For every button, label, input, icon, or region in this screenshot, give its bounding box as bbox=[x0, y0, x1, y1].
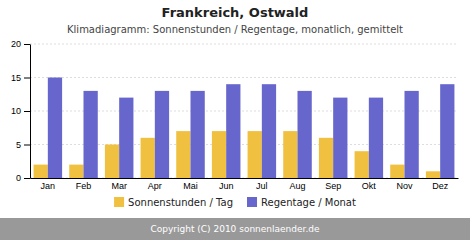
bar bbox=[141, 138, 155, 178]
y-tick-label: 0 bbox=[16, 173, 21, 183]
bar bbox=[369, 98, 383, 178]
x-tick: Mai bbox=[183, 181, 198, 191]
bar bbox=[34, 165, 48, 178]
x-tick: Jul bbox=[256, 181, 268, 191]
x-tick: Nov bbox=[396, 181, 413, 191]
legend-label: Sonnenstunden / Tag bbox=[128, 197, 233, 208]
grid-line bbox=[30, 44, 458, 45]
x-tick: Dez bbox=[432, 181, 449, 191]
legend-item: Regentage / Monat bbox=[247, 197, 356, 208]
legend-swatch bbox=[114, 197, 124, 207]
bar bbox=[119, 98, 133, 178]
bar bbox=[355, 151, 369, 178]
y-tick: 10 bbox=[11, 106, 30, 116]
y-tick: 20 bbox=[11, 39, 30, 49]
x-axis-line bbox=[31, 178, 459, 179]
bar bbox=[226, 84, 240, 178]
bar bbox=[105, 145, 119, 179]
y-tick-mark bbox=[24, 145, 30, 146]
x-tick-label: Mar bbox=[111, 181, 127, 191]
legend: Sonnenstunden / Tag Regentage / Monat bbox=[114, 197, 356, 208]
x-tick: Jan bbox=[41, 181, 56, 191]
x-tick-label: Nov bbox=[396, 181, 413, 191]
x-tick: Apr bbox=[148, 181, 162, 191]
x-tick-label: Aug bbox=[289, 181, 305, 191]
x-tick-label: Mai bbox=[183, 181, 198, 191]
y-tick: 15 bbox=[11, 73, 30, 83]
x-tick-label: Jul bbox=[256, 181, 268, 191]
legend-swatch bbox=[247, 197, 257, 207]
bar bbox=[176, 131, 190, 178]
y-tick-mark bbox=[24, 44, 30, 45]
x-tick: Okt bbox=[362, 181, 377, 191]
bar bbox=[283, 131, 297, 178]
x-tick-label: Feb bbox=[76, 181, 92, 191]
y-axis: 0 5 10 15 20 bbox=[11, 39, 31, 183]
chart: Frankreich, Ostwald Klimadiagramm: Sonnen… bbox=[0, 0, 470, 240]
plot: 0 5 10 15 20 Jan Feb Mar Apr Mai Jun Jul Aug Sep Okt No… bbox=[11, 39, 459, 191]
bar bbox=[155, 91, 169, 178]
y-tick-mark bbox=[24, 111, 30, 112]
legend-label: Regentage / Monat bbox=[261, 197, 356, 208]
x-tick: Jun bbox=[219, 181, 234, 191]
y-tick: 0 bbox=[16, 173, 30, 183]
y-axis-line bbox=[30, 45, 31, 179]
bar bbox=[298, 91, 312, 178]
y-tick-label: 20 bbox=[11, 39, 21, 49]
x-tick: Mar bbox=[111, 181, 127, 191]
y-tick-mark bbox=[24, 178, 30, 179]
bar bbox=[390, 165, 404, 178]
bar bbox=[405, 91, 419, 178]
grid-line bbox=[30, 77, 458, 78]
bar bbox=[84, 91, 98, 178]
x-axis: Jan Feb Mar Apr Mai Jun Jul Aug Sep Okt Nov Dez bbox=[31, 179, 459, 192]
bar bbox=[212, 131, 226, 178]
bar bbox=[319, 138, 333, 178]
bar bbox=[69, 165, 83, 178]
title: Frankreich, Ostwald bbox=[162, 5, 309, 20]
x-tick-label: Sep bbox=[325, 181, 341, 191]
footer: Copyright (C) 2010 sonnenlaender.de bbox=[0, 218, 470, 240]
x-tick: Aug bbox=[289, 181, 305, 191]
bar bbox=[440, 84, 454, 178]
grid bbox=[30, 44, 458, 178]
x-tick-label: Dez bbox=[432, 181, 449, 191]
subtitle: Klimadiagramm: Sonnenstunden / Regentage… bbox=[67, 24, 403, 35]
y-tick-label: 5 bbox=[16, 140, 21, 150]
x-tick-label: Okt bbox=[362, 181, 377, 191]
y-tick-mark bbox=[24, 78, 30, 79]
bar bbox=[248, 131, 262, 178]
annotation: Copyright (C) 2010 sonnenlaender.de bbox=[150, 224, 320, 234]
x-tick: Feb bbox=[76, 181, 92, 191]
bar bbox=[426, 171, 440, 178]
x-tick: Sep bbox=[325, 181, 341, 191]
bar bbox=[191, 91, 205, 178]
bar bbox=[262, 84, 276, 178]
y-tick: 5 bbox=[16, 140, 30, 150]
y-tick-label: 10 bbox=[11, 106, 21, 116]
x-tick-label: Apr bbox=[148, 181, 162, 191]
footer-bar bbox=[0, 218, 470, 240]
x-tick-label: Jan bbox=[41, 181, 56, 191]
bar bbox=[48, 78, 62, 179]
bars bbox=[34, 78, 455, 179]
legend-item: Sonnenstunden / Tag bbox=[114, 197, 233, 208]
y-tick-label: 15 bbox=[11, 73, 21, 83]
bar bbox=[333, 98, 347, 178]
x-tick-label: Jun bbox=[219, 181, 234, 191]
